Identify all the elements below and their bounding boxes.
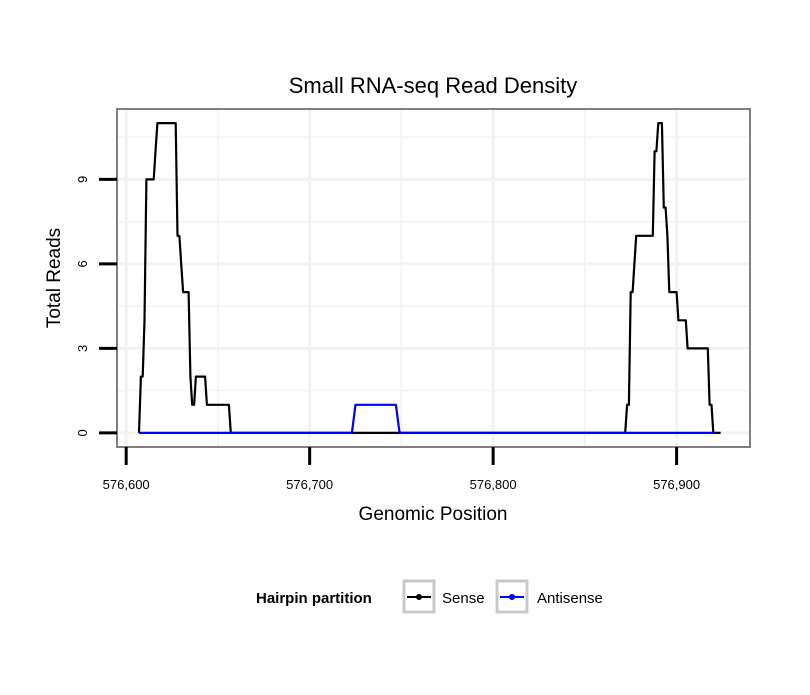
y-tick-label: 0 — [75, 429, 90, 436]
legend-label-antisense: Antisense — [537, 590, 603, 607]
legend-title: Hairpin partition — [256, 590, 372, 607]
y-tick-label: 6 — [75, 260, 90, 267]
x-tick-label: 576,900 — [653, 477, 700, 492]
x-axis: 576,600 576,700 576,800 576,900 — [103, 447, 700, 492]
plot-panel — [116, 108, 751, 448]
grid-minor-y — [117, 136, 750, 392]
x-tick-label: 576,600 — [103, 477, 150, 492]
series-layer — [137, 121, 721, 434]
legend-dot-antisense — [509, 594, 515, 600]
panel-border — [116, 108, 751, 448]
x-tick-label: 576,700 — [286, 477, 333, 492]
legend-dot-sense — [416, 594, 422, 600]
y-axis: 0 3 6 9 — [75, 176, 117, 437]
legend: Hairpin partition Sense Antisense — [256, 579, 603, 614]
y-tick-label: 3 — [75, 345, 90, 352]
x-axis-title: Genomic Position — [359, 504, 508, 525]
x-tick-label: 576,800 — [470, 477, 517, 492]
legend-item-sense: Sense — [402, 579, 485, 614]
legend-label-sense: Sense — [442, 590, 485, 607]
y-tick-label: 9 — [75, 176, 90, 183]
series-line-sense — [137, 121, 721, 434]
y-axis-title: Total Reads — [44, 228, 65, 328]
legend-item-antisense: Antisense — [495, 579, 603, 614]
chart-title: Small RNA-seq Read Density — [289, 73, 578, 98]
series-line-antisense — [139, 403, 716, 434]
